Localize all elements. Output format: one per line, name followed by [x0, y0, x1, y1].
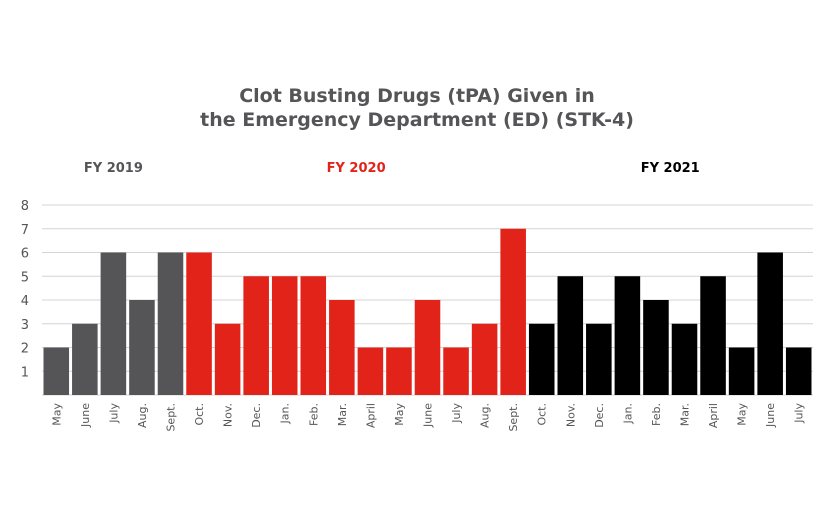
y-tick-label: 2 [21, 342, 29, 357]
bar [643, 300, 669, 395]
x-tick-label: Sept. [165, 403, 178, 432]
bar [214, 323, 241, 395]
x-tick-label: Mar. [679, 403, 692, 426]
x-tick-label: June [764, 403, 777, 428]
bar [471, 323, 498, 395]
bar [671, 323, 698, 395]
x-tick-label: Dec. [593, 403, 606, 428]
x-tick-label: Oct. [193, 403, 206, 426]
bar [557, 276, 584, 395]
x-tick-label: Oct. [536, 403, 549, 426]
x-tick-label: July [450, 403, 463, 424]
bar [785, 347, 812, 395]
x-tick-label: Aug. [136, 403, 149, 428]
fy-2019-label: FY 2019 [83, 161, 143, 176]
bar [300, 276, 327, 395]
x-tick-label: July [793, 403, 806, 424]
y-tick-label: 7 [21, 223, 29, 238]
x-tick-label: June [422, 403, 435, 428]
y-tick-label: 3 [21, 318, 29, 333]
bar [157, 252, 184, 395]
bar [100, 252, 127, 395]
bar [243, 276, 269, 395]
fy-2021-label: FY 2021 [640, 161, 700, 176]
x-tick-label: Dec. [250, 403, 263, 428]
bar [728, 347, 755, 395]
bar [271, 276, 298, 395]
bar [43, 347, 70, 395]
x-tick-label: Jan. [621, 403, 634, 424]
x-tick-label: Feb. [650, 403, 663, 426]
y-tick-label: 5 [21, 270, 29, 285]
bar [500, 228, 526, 395]
x-tick-label: Feb. [307, 403, 320, 426]
x-tick-label: Nov. [222, 403, 235, 427]
bar [386, 347, 412, 395]
bar [414, 300, 441, 395]
x-tick-label: Sept. [507, 403, 520, 432]
x-tick-label: May [736, 403, 749, 426]
x-tick-label: June [79, 403, 92, 428]
bar [528, 323, 555, 395]
x-tick-label: Aug. [479, 403, 492, 428]
x-tick-label: Mar. [336, 403, 349, 426]
bar [186, 252, 212, 395]
chart-title-line-2: the Emergency Department (ED) (STK-4) [200, 109, 634, 131]
bar [757, 252, 783, 395]
x-tick-label: Nov. [564, 403, 577, 427]
x-tick-label: Jan. [279, 403, 292, 424]
bar [129, 300, 155, 395]
x-tick-label: July [107, 403, 120, 424]
bar [614, 276, 641, 395]
y-tick-label: 8 [21, 199, 29, 214]
y-tick-label: 6 [21, 247, 29, 262]
bar [700, 276, 726, 395]
x-tick-label: May [393, 403, 406, 426]
y-tick-label: 1 [21, 365, 29, 380]
x-tick-label: April [707, 403, 720, 428]
bar [72, 323, 98, 395]
x-tick-label: April [364, 403, 377, 428]
y-tick-label: 4 [21, 294, 29, 309]
bar [357, 347, 384, 395]
bar [586, 323, 612, 395]
chart-title: Clot Busting Drugs (tPA) Given in the Em… [0, 84, 834, 132]
bar [329, 300, 355, 395]
chart-title-line-1: Clot Busting Drugs (tPA) Given in [239, 85, 595, 107]
fy-2020-label: FY 2020 [326, 161, 386, 176]
bar [443, 347, 469, 395]
x-tick-label: May [50, 403, 63, 426]
